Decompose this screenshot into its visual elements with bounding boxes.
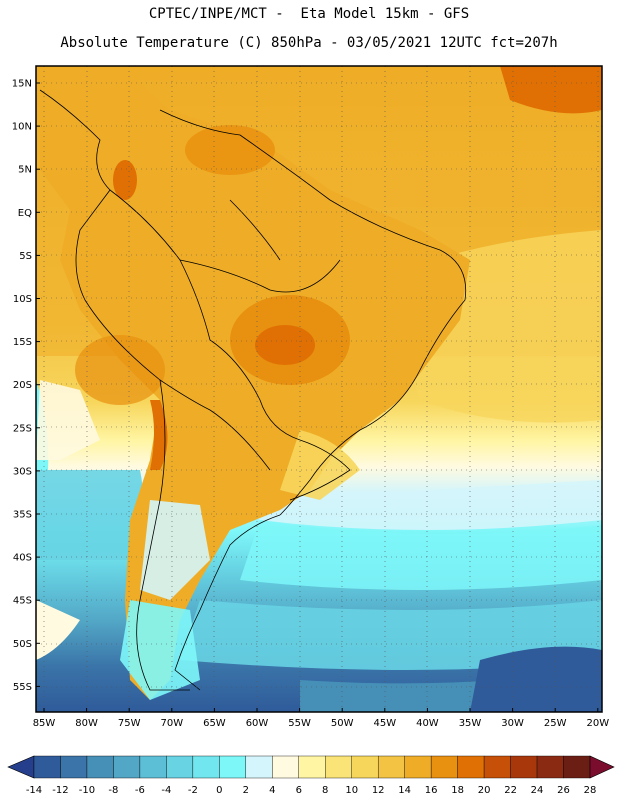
lon-label: 80W — [75, 718, 98, 729]
lat-label: 45S — [13, 596, 32, 607]
colorbar-label: 2 — [243, 785, 249, 796]
lat-label: 40S — [13, 553, 32, 564]
colorbar-label: -14 — [26, 785, 42, 796]
colorbar-label: 20 — [478, 785, 491, 796]
lat-label: 5S — [19, 251, 32, 262]
colorbar-swatch — [86, 755, 114, 779]
colorbar-label: 22 — [504, 785, 517, 796]
lon-label: 50W — [331, 718, 354, 729]
colorbar-swatch — [60, 755, 88, 779]
colorbar-label: 26 — [557, 785, 570, 796]
lon-label: 65W — [203, 718, 226, 729]
colorbar-label: -6 — [135, 785, 145, 796]
colorbar-swatch — [536, 755, 564, 779]
colorbar-label: -8 — [108, 785, 118, 796]
colorbar-swatch — [139, 755, 167, 779]
country-borders — [39, 89, 467, 691]
lat-label: EQ — [18, 208, 32, 219]
colorbar-label: 14 — [398, 785, 411, 796]
hot-patch-north-atlantic — [500, 66, 602, 114]
colorbar-label: -12 — [52, 785, 68, 796]
colorbar-swatch — [192, 755, 220, 779]
lon-label: 45W — [373, 718, 396, 729]
lon-label: 40W — [416, 718, 439, 729]
colorbar-label: 10 — [345, 785, 358, 796]
lon-label: 25W — [544, 718, 567, 729]
colorbar-label: 6 — [296, 785, 302, 796]
longitude-axis: 85W 80W 75W 70W 65W 60W 55W 50W 45W 40W 35W 30W 25W 2… — [33, 708, 609, 729]
lon-label: 60W — [246, 718, 269, 729]
lon-label: 75W — [118, 718, 141, 729]
colorbar-label: 8 — [322, 785, 328, 796]
temperature-field — [36, 66, 602, 712]
colorbar-swatch — [404, 755, 432, 779]
colorbar-swatch — [325, 755, 352, 779]
colorbar-label: 0 — [216, 785, 222, 796]
colorbar-label: -4 — [161, 785, 171, 796]
lat-label: 20S — [13, 380, 32, 391]
colorbar-swatch — [272, 755, 299, 779]
lon-label: 85W — [33, 718, 56, 729]
lat-label: 5N — [18, 165, 32, 176]
colorbar-label: -2 — [188, 785, 198, 796]
colorbar-swatch — [113, 755, 141, 779]
colorbar-swatch — [166, 755, 194, 779]
hot-core-central-brazil — [255, 325, 315, 365]
colorbar-swatch — [351, 755, 379, 779]
colorbar-swatch — [219, 755, 247, 779]
colorbar-label: 24 — [531, 785, 544, 796]
lat-label: 30S — [13, 466, 32, 477]
colorbar-swatch — [245, 755, 273, 779]
lon-label: 35W — [459, 718, 482, 729]
colorbar-label: 12 — [372, 785, 385, 796]
lat-label: 35S — [13, 510, 32, 521]
colorbar: -14 -12 -10 -8 -6 -4 -2 0 2 4 6 8 10 12 14 16 18 20 22 24 26… — [7, 755, 615, 796]
colorbar-arrow-high — [589, 755, 615, 779]
lon-label: 55W — [288, 718, 311, 729]
latitude-axis: 15N 10N 5N EQ 5S 10S 15S 20S 25S 30S 35S 40S 45S 50S 5… — [12, 79, 40, 693]
map-frame — [35, 65, 603, 713]
lat-label: 55S — [13, 682, 32, 693]
lon-label: 30W — [501, 718, 524, 729]
colorbar-swatch — [298, 755, 326, 779]
colorbar-label: 18 — [451, 785, 464, 796]
colorbar-swatch — [33, 755, 61, 779]
lat-label: 15S — [13, 337, 32, 348]
colorbar-label: 28 — [584, 785, 597, 796]
colorbar-swatch — [377, 755, 405, 779]
lat-label: 10S — [13, 294, 32, 305]
colorbar-label: -10 — [79, 785, 95, 796]
colorbar-swatch — [430, 755, 458, 779]
colorbar-arrow-low — [7, 755, 35, 779]
chart-title-line-1: CPTEC/INPE/MCT - Eta Model 15km - GFS — [148, 6, 470, 22]
lat-label: 25S — [13, 423, 32, 434]
colorbar-swatch — [483, 755, 511, 779]
colorbar-swatch — [563, 755, 591, 779]
colorbar-swatch — [510, 755, 538, 779]
lon-label: 70W — [160, 718, 183, 729]
chart-title-line-2: Absolute Temperature (C) 850hPa - 03/05/… — [60, 35, 558, 51]
lat-label: 15N — [12, 79, 32, 90]
lon-label: 20W — [586, 718, 609, 729]
colorbar-swatch — [457, 755, 485, 779]
lat-label: 50S — [13, 639, 32, 650]
lat-label: 10N — [12, 122, 32, 133]
colorbar-label: 16 — [425, 785, 438, 796]
colorbar-label: 4 — [269, 785, 275, 796]
